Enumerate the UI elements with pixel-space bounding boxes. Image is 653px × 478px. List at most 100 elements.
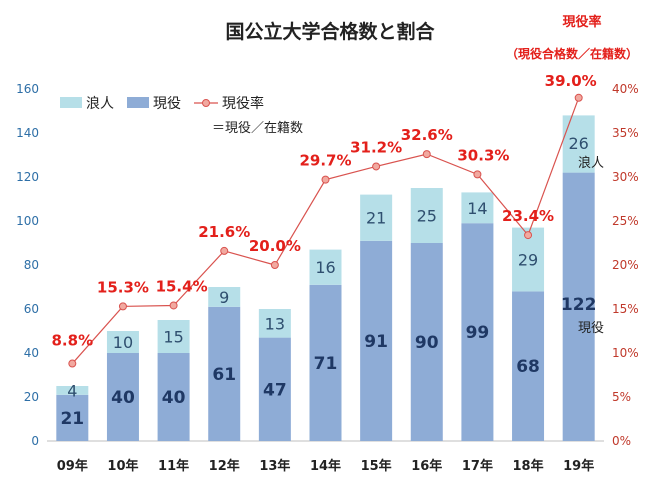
y-left-tick-label: 80: [24, 258, 39, 272]
rate-value-label: 30.3%: [457, 146, 509, 164]
y-right-tick-label: 5%: [612, 390, 631, 404]
rate-value-label: 31.2%: [350, 138, 402, 156]
bar-ronin: [461, 192, 494, 224]
right-axis-title: 現役率: [562, 14, 601, 30]
bar-genki: [410, 243, 443, 441]
rate-value-label: 39.0%: [545, 72, 597, 90]
bar-value-genki: 91: [364, 332, 388, 352]
bar-value-ronin: 10: [113, 333, 133, 352]
legend-label-ronin: 浪人: [86, 96, 114, 112]
rate-value-label: 15.3%: [97, 278, 149, 296]
rate-point: [118, 302, 127, 311]
rate-point: [220, 246, 229, 255]
bar-genki: [208, 306, 241, 441]
y-right-tick-label: 35%: [612, 126, 639, 140]
bar-genki: [360, 240, 393, 441]
bar-value-ronin: 16: [315, 258, 335, 277]
bar-value-genki: 68: [516, 357, 540, 377]
x-tick-label: 15年: [361, 458, 392, 474]
bar-genki: [562, 172, 595, 441]
y-left-tick-label: 20: [24, 390, 39, 404]
bar-value-ronin: 9: [219, 288, 229, 307]
right-axis-subtitle: （現役合格数／在籍数）: [506, 46, 638, 61]
bar-ronin: [106, 331, 139, 353]
bar-value-genki: 122: [561, 295, 597, 315]
bar-ronin: [208, 287, 241, 307]
rate-point: [372, 162, 381, 171]
y-left-tick-label: 100: [16, 214, 39, 228]
rate-point: [270, 261, 279, 269]
x-tick-label: 10年: [107, 458, 138, 474]
rate-value-label: 23.4%: [502, 207, 554, 225]
y-right-tick-label: 40%: [612, 82, 639, 96]
rate-point: [68, 359, 77, 368]
rate-point: [422, 150, 431, 159]
bar-ronin: [309, 249, 342, 285]
legend-marker-rate: [202, 99, 210, 107]
legend: 浪人 現役 現役率 ＝現役／在籍数: [60, 95, 303, 136]
y-left-tick-label: 60: [24, 302, 39, 316]
y-left-tick-label: 140: [16, 126, 39, 140]
bar-value-genki: 40: [111, 388, 135, 408]
rate-point: [574, 93, 583, 102]
rate-point: [473, 170, 482, 179]
y-left-tick-label: 40: [24, 346, 39, 360]
legend-label-rate: 現役率: [222, 95, 264, 112]
bar-genki: [106, 353, 139, 441]
y-right-tick-label: 15%: [612, 302, 639, 316]
y-right-tick-label: 10%: [612, 346, 639, 360]
legend-note: ＝現役／在籍数: [212, 120, 303, 136]
bar-value-ronin: 4: [67, 381, 77, 400]
y-right-tick-label: 0%: [612, 434, 631, 448]
bar-ronin: [410, 188, 443, 243]
legend-swatch-ronin: [60, 97, 82, 108]
bar-ronin: [562, 115, 595, 173]
x-tick-label: 16年: [411, 458, 442, 474]
bar-genki: [309, 284, 342, 441]
legend-label-genki: 現役: [153, 96, 181, 112]
bar-value-ronin: 29: [518, 251, 538, 270]
y-right-tick-label: 20%: [612, 258, 639, 272]
x-tick-label: 14年: [310, 458, 341, 474]
rate-value-label: 32.6%: [401, 126, 453, 144]
rate-value-label: 29.7%: [299, 152, 351, 170]
bar-value-ronin: 13: [265, 314, 285, 333]
bar-side-label-genki: 現役: [578, 321, 604, 336]
bar-ronin: [56, 386, 89, 395]
bar-genki: [461, 223, 494, 441]
bars: [56, 115, 595, 441]
y-left-tick-label: 120: [16, 170, 39, 184]
x-tick-label: 12年: [209, 458, 240, 474]
bar-value-genki: 21: [60, 409, 84, 429]
bar-value-genki: 71: [314, 354, 338, 374]
bar-genki: [258, 337, 291, 441]
legend-swatch-genki: [127, 97, 149, 108]
bar-genki: [56, 394, 89, 441]
bar-ronin: [258, 309, 291, 338]
bar-value-ronin: 21: [366, 209, 386, 228]
bar-value-ronin: 15: [163, 328, 183, 347]
data-labels: 21 4 40 10 40 15 61 9 47 13 71 16 91 21 90 25 99 14 68 29 12…: [52, 72, 597, 429]
rate-line: [68, 93, 583, 368]
bar-value-ronin: 26: [569, 134, 589, 153]
rate-point: [321, 175, 330, 184]
rate-value-label: 15.4%: [156, 277, 208, 295]
x-tick-label: 09年: [57, 458, 88, 474]
x-tick-label: 11年: [158, 458, 189, 474]
rate-value-label: 20.0%: [249, 237, 301, 255]
bar-value-genki: 99: [466, 323, 490, 343]
bar-value-ronin: 14: [467, 199, 487, 218]
y-right-tick-label: 30%: [612, 170, 639, 184]
bar-genki: [157, 353, 190, 441]
bar-value-genki: 47: [263, 380, 287, 400]
rate-point: [524, 231, 533, 240]
axes: 0 20 40 60 80 100 120 140 160 0% 5% 10% 15% 20% 25% 30%…: [16, 82, 639, 474]
bar-ronin: [360, 194, 393, 241]
y-left-tick-label: 0: [31, 434, 39, 448]
x-tick-label: 17年: [462, 458, 493, 474]
bar-genki: [512, 291, 545, 441]
bar-value-genki: 90: [415, 333, 439, 353]
x-tick-label: 18年: [512, 458, 543, 474]
y-right-tick-label: 25%: [612, 214, 639, 228]
